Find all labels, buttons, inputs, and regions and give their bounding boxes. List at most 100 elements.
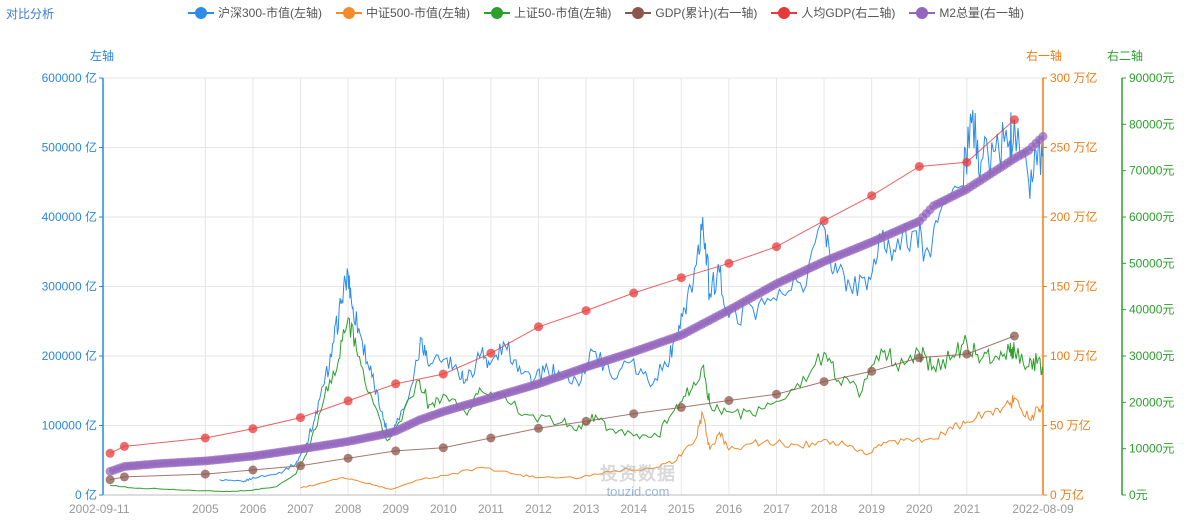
x-tick-label: 2021 bbox=[953, 502, 980, 516]
series-point-4 bbox=[248, 424, 258, 434]
series-point-3 bbox=[438, 443, 448, 453]
series-point-3 bbox=[819, 377, 829, 387]
right1-tick-label: 300 万亿 bbox=[1050, 70, 1097, 85]
x-tick-label: 2017 bbox=[763, 502, 790, 516]
series-point-3 bbox=[772, 389, 781, 399]
right2-tick-label: 90000元 bbox=[1129, 71, 1174, 85]
series-point-3 bbox=[724, 396, 734, 405]
series-point-4 bbox=[105, 448, 115, 458]
right2-tick-label: 60000元 bbox=[1129, 210, 1174, 224]
series-point-4 bbox=[119, 441, 129, 451]
legend-swatch-icon bbox=[771, 6, 798, 19]
x-tick-label: 2019 bbox=[858, 502, 885, 516]
left-tick-label: 100000 亿 bbox=[42, 418, 97, 433]
x-tick-label: 2011 bbox=[478, 502, 504, 516]
series-point-4 bbox=[438, 369, 448, 379]
series-point-3 bbox=[486, 433, 496, 443]
legend-item-1[interactable]: 中证500-市值(左轴) bbox=[336, 4, 470, 21]
x-tick-label: 2008 bbox=[335, 502, 362, 516]
legend-item-5[interactable]: M2总量(右一轴) bbox=[909, 4, 1024, 21]
series-point-3 bbox=[534, 423, 543, 433]
series-point-3 bbox=[676, 402, 686, 412]
right1-tick-label: 200 万亿 bbox=[1050, 209, 1097, 224]
legend-swatch-icon bbox=[484, 6, 511, 19]
legend-label: M2总量(右一轴) bbox=[939, 6, 1025, 20]
series-point-3 bbox=[391, 446, 401, 456]
legend-swatch-icon bbox=[909, 6, 936, 19]
legend-item-0[interactable]: 沪深300-市值(左轴) bbox=[188, 4, 322, 21]
legend-label: GDP(累计)(右一轴) bbox=[655, 6, 758, 20]
right2-tick-label: 50000元 bbox=[1129, 256, 1174, 270]
series-line-1 bbox=[300, 394, 1044, 490]
x-tick-label: 2013 bbox=[573, 502, 600, 516]
series-point-3 bbox=[119, 472, 129, 482]
series-point-4 bbox=[772, 242, 781, 252]
series-point-4 bbox=[200, 433, 210, 443]
left-tick-label: 200000 亿 bbox=[42, 348, 97, 363]
left-tick-label: 0 亿 bbox=[75, 487, 97, 502]
right2-tick-label: 70000元 bbox=[1129, 164, 1174, 178]
series-point-4 bbox=[962, 157, 972, 167]
series-point-3 bbox=[962, 349, 972, 359]
series-point-4 bbox=[629, 288, 639, 298]
x-tick-label: 2014 bbox=[620, 502, 647, 516]
legend-label: 人均GDP(右二轴) bbox=[801, 6, 896, 20]
series-point-4 bbox=[867, 191, 877, 201]
right1-tick-label: 100 万亿 bbox=[1050, 348, 1097, 363]
series-point-4 bbox=[914, 162, 924, 171]
right2-tick-label: 20000元 bbox=[1129, 395, 1174, 409]
series-point-3 bbox=[914, 353, 924, 363]
series-line-2 bbox=[110, 316, 1044, 493]
series-point-4 bbox=[819, 216, 829, 226]
series-point-4 bbox=[534, 322, 543, 332]
series-point-4 bbox=[296, 413, 305, 423]
series-point-4 bbox=[581, 306, 591, 316]
x-tick-label: 2007 bbox=[287, 502, 314, 516]
x-tick-label: 2006 bbox=[240, 502, 267, 516]
series-point-3 bbox=[581, 416, 591, 426]
right2-tick-label: 40000元 bbox=[1129, 303, 1174, 317]
series-point-3 bbox=[629, 409, 639, 419]
legend-swatch-icon bbox=[625, 6, 652, 19]
series-point-5 bbox=[1038, 131, 1048, 141]
series-line-5 bbox=[109, 136, 1044, 472]
legend-item-3[interactable]: GDP(累计)(右一轴) bbox=[625, 4, 757, 21]
x-tick-label: 2010 bbox=[430, 502, 457, 516]
series-point-3 bbox=[867, 366, 877, 376]
x-tick-label: 2015 bbox=[668, 502, 695, 516]
x-tick-label: 2002-09-11 bbox=[69, 502, 130, 516]
left-tick-label: 500000 亿 bbox=[42, 140, 97, 155]
series-point-4 bbox=[676, 273, 686, 283]
legend-label: 中证500-市值(左轴) bbox=[366, 6, 471, 20]
right1-tick-label: 50 万亿 bbox=[1050, 418, 1091, 433]
right2-tick-label: 80000元 bbox=[1129, 117, 1174, 131]
right1-tick-label: 250 万亿 bbox=[1050, 140, 1097, 155]
right2-tick-label: 10000元 bbox=[1129, 442, 1174, 456]
legend-item-2[interactable]: 上证50-市值(左轴) bbox=[484, 4, 611, 21]
series-point-4 bbox=[724, 258, 734, 268]
right1-tick-label: 0 万亿 bbox=[1050, 487, 1084, 502]
legend-swatch-icon bbox=[188, 6, 214, 19]
series-point-3 bbox=[296, 461, 305, 471]
legend-item-4[interactable]: 人均GDP(右二轴) bbox=[771, 4, 895, 21]
x-tick-label: 2022-08-09 bbox=[1012, 502, 1074, 516]
x-tick-label: 2020 bbox=[906, 502, 933, 516]
left-tick-label: 300000 亿 bbox=[42, 279, 97, 294]
x-tick-label: 2009 bbox=[382, 502, 409, 516]
right2-axis-name: 右二轴 bbox=[1107, 49, 1144, 63]
right2-tick-label: 0元 bbox=[1129, 488, 1148, 502]
series-point-3 bbox=[105, 475, 115, 485]
series-line-4 bbox=[109, 119, 1015, 454]
series-line-3 bbox=[110, 335, 1015, 481]
right1-axis-name: 右一轴 bbox=[1026, 49, 1063, 63]
chart-legend: 沪深300-市值(左轴) 中证500-市值(左轴) 上证50-市值(左轴) GDP(累… bbox=[188, 4, 1024, 21]
series-point-3 bbox=[1009, 331, 1019, 341]
x-tick-label: 2005 bbox=[192, 502, 219, 516]
series-point-3 bbox=[200, 469, 210, 479]
series-point-3 bbox=[343, 453, 353, 463]
right1-tick-label: 150 万亿 bbox=[1050, 279, 1097, 294]
x-tick-label: 2012 bbox=[525, 502, 552, 516]
left-tick-label: 600000 亿 bbox=[42, 70, 97, 85]
x-tick-label: 2016 bbox=[716, 502, 743, 516]
right2-tick-label: 30000元 bbox=[1129, 349, 1174, 363]
